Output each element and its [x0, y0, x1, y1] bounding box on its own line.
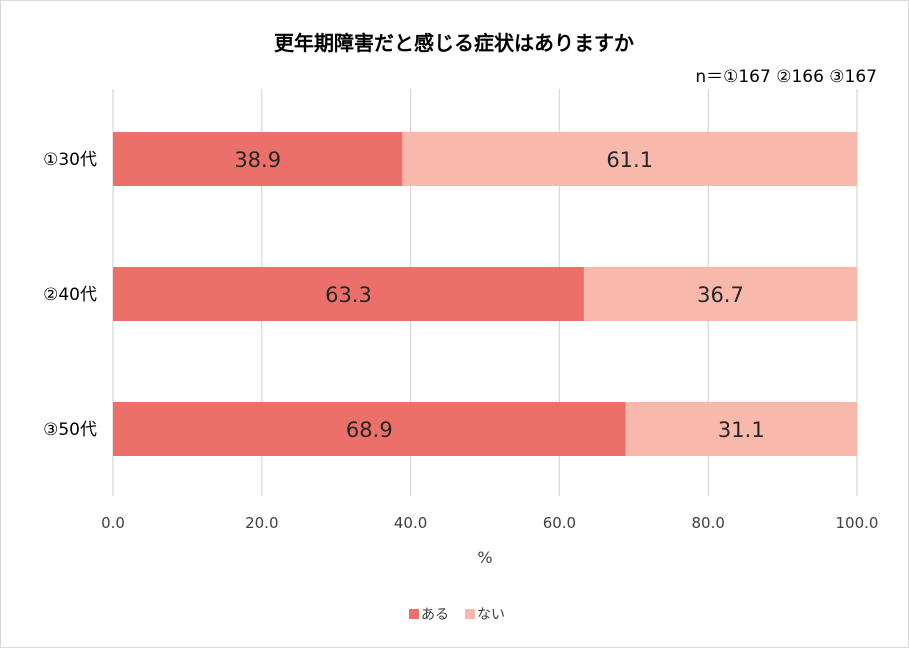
legend-swatch [409, 609, 419, 619]
data-label: 68.9 [346, 418, 393, 442]
category-label: ③50代 [43, 420, 97, 440]
data-label: 61.1 [606, 148, 653, 172]
bar-segment [113, 267, 584, 321]
x-tick-label: 60.0 [543, 514, 576, 532]
category-label: ②40代 [43, 285, 97, 305]
chart-title: 更年期障害だと感じる症状はありますか [274, 31, 634, 55]
sample-size-note: n＝①167 ②166 ③167 [695, 67, 877, 87]
x-tick-label: 80.0 [691, 514, 724, 532]
x-tick-label: 0.0 [101, 514, 125, 532]
x-tick-label: 100.0 [836, 514, 879, 532]
x-axis-title: % [477, 548, 492, 567]
bar-segment [113, 402, 626, 456]
bars [113, 132, 857, 456]
bar-segment [402, 132, 857, 186]
bar-segment [583, 267, 857, 321]
data-label: 38.9 [234, 148, 281, 172]
category-label: ①30代 [43, 150, 97, 170]
bar-segment [113, 132, 403, 186]
data-label: 63.3 [325, 283, 372, 307]
legend-label: ない [477, 607, 505, 623]
bar-segment [625, 402, 857, 456]
data-label: 36.7 [697, 283, 744, 307]
legend: ある ない [409, 607, 505, 623]
x-tick-label: 40.0 [394, 514, 427, 532]
x-tick-label: 20.0 [245, 514, 278, 532]
labels: 38.9 61.1 ①30代 63.3 36.7 ②40代 68.9 31.1 ③50代 [43, 148, 765, 442]
legend-swatch [465, 609, 475, 619]
data-label: 31.1 [718, 418, 765, 442]
legend-label: ある [421, 607, 449, 623]
